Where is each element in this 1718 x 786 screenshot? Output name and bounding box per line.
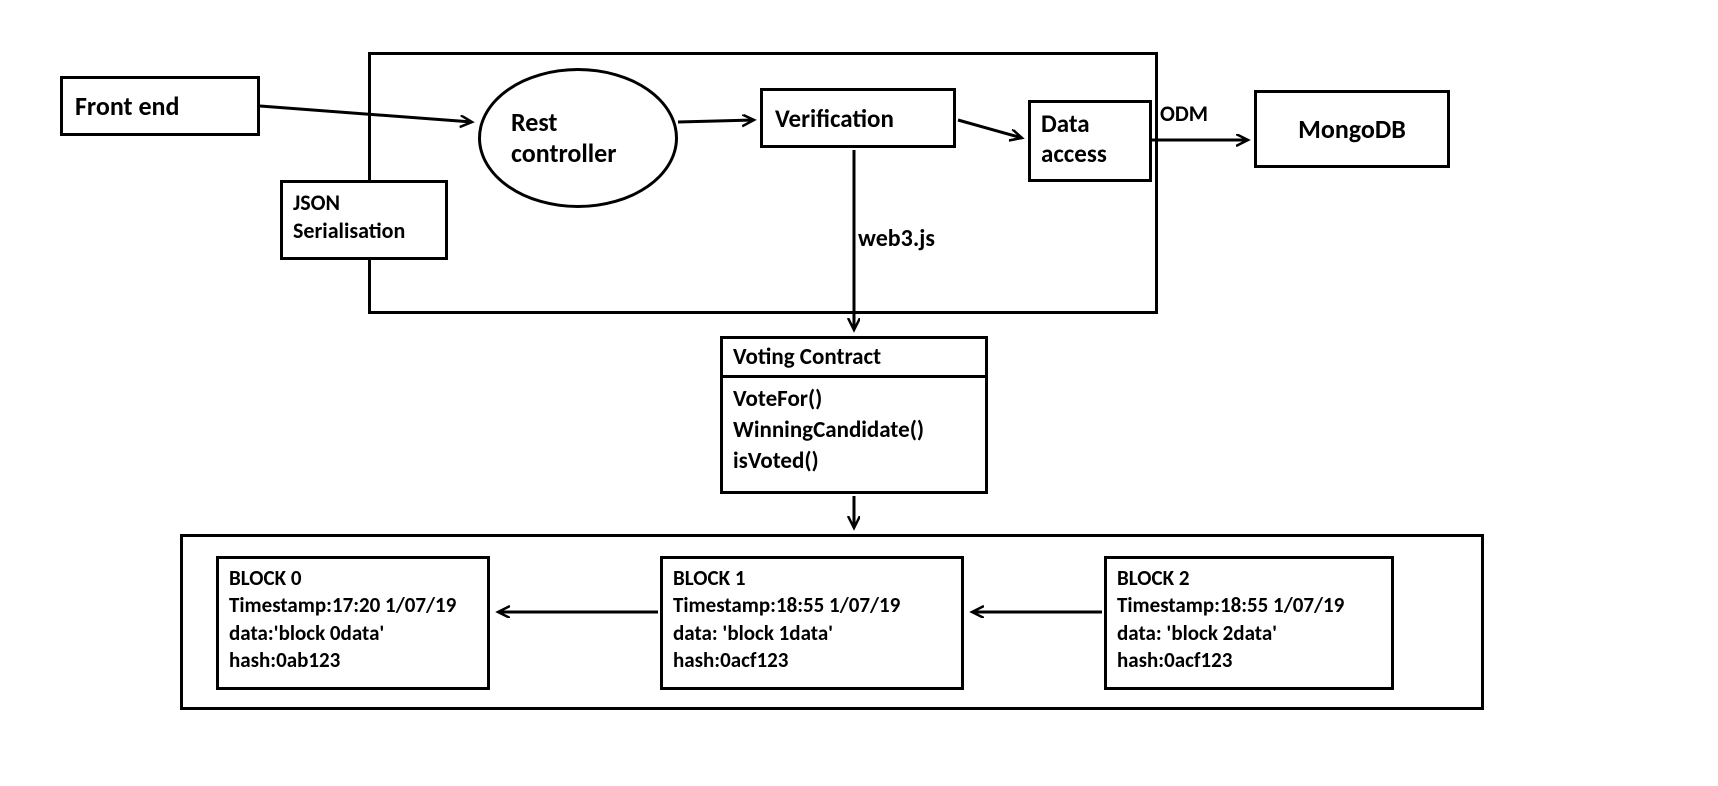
- block0-ts: Timestamp:17:20 1/07/19: [229, 592, 477, 619]
- block1-hash: hash:0acf123: [673, 647, 951, 674]
- block2-ts: Timestamp:18:55 1/07/19: [1117, 592, 1381, 619]
- frontend-label: Front end: [75, 90, 179, 122]
- dataaccess-box: Data access: [1028, 100, 1152, 182]
- block0-hash: hash:0ab123: [229, 647, 477, 674]
- json-box: JSON Serialisation: [280, 180, 448, 260]
- json-label-2: Serialisation: [293, 217, 435, 245]
- block2: BLOCK 2 Timestamp:18:55 1/07/19 data: 'b…: [1104, 556, 1394, 690]
- web3-label: web3.js: [858, 224, 935, 253]
- contract-body: VoteFor() WinningCandidate() isVoted(): [723, 378, 985, 483]
- block0: BLOCK 0 Timestamp:17:20 1/07/19 data:'bl…: [216, 556, 490, 690]
- contract-method-1: WinningCandidate(): [733, 415, 975, 446]
- contract-title: Voting Contract: [723, 339, 985, 378]
- block1: BLOCK 1 Timestamp:18:55 1/07/19 data: 'b…: [660, 556, 964, 690]
- block0-title: BLOCK 0: [229, 565, 477, 592]
- dataaccess-label-1: Data: [1041, 109, 1139, 139]
- rest-label-1: Rest: [511, 107, 675, 138]
- frontend-box: Front end: [60, 76, 260, 136]
- dataaccess-label-2: access: [1041, 139, 1139, 169]
- json-label-1: JSON: [293, 189, 435, 217]
- block2-title: BLOCK 2: [1117, 565, 1381, 592]
- verification-label: Verification: [775, 103, 894, 134]
- mongodb-label: MongoDB: [1298, 113, 1406, 145]
- mongodb-box: MongoDB: [1254, 90, 1450, 168]
- rest-ellipse: Rest controller: [478, 68, 678, 208]
- contract-box: Voting Contract VoteFor() WinningCandida…: [720, 336, 988, 494]
- block1-title: BLOCK 1: [673, 565, 951, 592]
- block2-hash: hash:0acf123: [1117, 647, 1381, 674]
- contract-method-2: isVoted(): [733, 446, 975, 477]
- odm-label: ODM: [1160, 100, 1208, 127]
- block2-data: data: 'block 2data': [1117, 620, 1381, 647]
- block1-ts: Timestamp:18:55 1/07/19: [673, 592, 951, 619]
- contract-method-0: VoteFor(): [733, 384, 975, 415]
- block0-data: data:'block 0data': [229, 620, 477, 647]
- rest-label-2: controller: [511, 138, 675, 169]
- block1-data: data: 'block 1data': [673, 620, 951, 647]
- verification-box: Verification: [760, 88, 956, 148]
